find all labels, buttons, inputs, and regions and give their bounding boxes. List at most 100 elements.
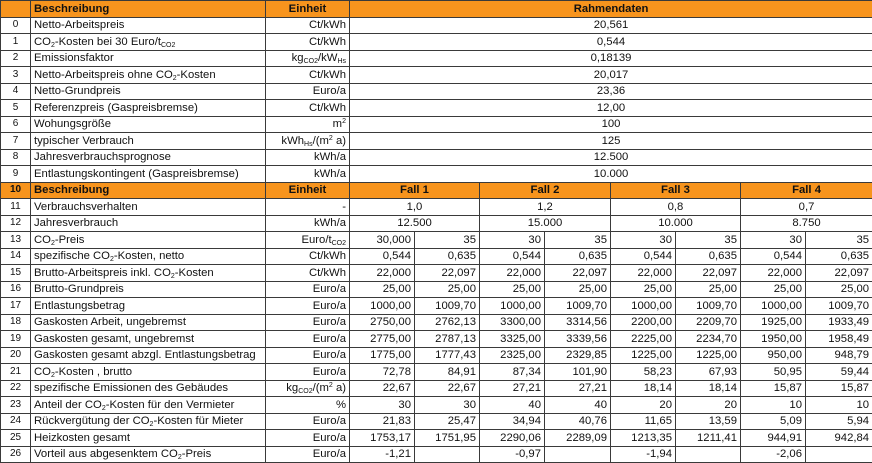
text-part: Ct/kWh [309,36,346,48]
row-unit: Euro/a [266,430,350,447]
detail-value [415,446,480,463]
row-description: typischer Verbrauch [31,133,266,150]
text-part: -Kosten, netto [114,250,184,262]
text-part: kg [286,382,298,394]
text-part: Gaskosten gesamt abzgl. Entlastungsbetra… [34,349,256,361]
index-header [1,1,31,18]
row-description: Entlastungskontingent (Gaspreisbremse) [31,166,266,183]
case-value: 0,8 [611,199,741,216]
text-part: -Preis [55,234,85,246]
row-unit: m2 [266,116,350,133]
detail-value [806,446,872,463]
detail-value: 1000,00 [741,298,806,315]
detail-value: 1950,00 [741,331,806,348]
row-value: 20,561 [350,17,872,34]
text-part: -Kosten [177,69,216,81]
text-part: Emissionsfaktor [34,52,114,64]
row-index: 21 [1,364,31,381]
row-index: 12 [1,215,31,232]
detail-value: 2329,85 [545,347,611,364]
text-part: CO [34,234,51,246]
detail-value: 22,097 [415,265,480,282]
text-part: CO2 [161,42,175,49]
row-index: 16 [1,281,31,298]
row-unit: % [266,397,350,414]
detail-value: 22,67 [350,380,415,397]
row-index: 15 [1,265,31,282]
detail-value: 0,544 [350,248,415,265]
detail-value: 40 [480,397,545,414]
detail-value: 15,87 [806,380,872,397]
text-part: kWh/a [314,168,346,180]
row-description: Rückvergütung der CO2-Kosten für Mieter [31,413,266,430]
detail-value: 22,097 [545,265,611,282]
detail-value: 15,87 [741,380,806,397]
detail-value: 3314,56 [545,314,611,331]
case-value: 0,7 [741,199,872,216]
row-unit: Euro/a [266,446,350,463]
row-index: 19 [1,331,31,348]
header-row: Beschreibung Einheit Rahmendaten [1,1,872,18]
row-description: Heizkosten gesamt [31,430,266,447]
row-value: 20,017 [350,67,872,84]
detail-value: 3325,00 [480,331,545,348]
detail-value: 22,000 [611,265,676,282]
detail-value: 25,00 [741,281,806,298]
detail-value: 34,94 [480,413,545,430]
row-description: Referenzpreis (Gaspreisbremse) [31,100,266,117]
text-part: Ct/kWh [309,69,346,81]
detail-value: 58,23 [611,364,676,381]
text-part: Wohungsgröße [34,118,111,130]
detail-value: 25,00 [350,281,415,298]
text-part: Ct/kWh [309,250,346,262]
detail-value: 2787,13 [415,331,480,348]
detail-value: 950,00 [741,347,806,364]
row-value: 23,36 [350,83,872,100]
detail-value: 2209,70 [676,314,741,331]
text-part: Ct/kWh [309,19,346,31]
detail-value: 59,44 [806,364,872,381]
row-value: 100 [350,116,872,133]
case-header: Fall 2 [480,182,611,199]
text-part: kWh [281,135,304,147]
text-part: -Kosten für den Vermieter [106,399,235,411]
text-part: /(m [313,135,329,147]
text-part: Netto-Arbeitspreis ohne CO [34,69,173,81]
detail-value: -0,97 [480,446,545,463]
detail-value: 942,84 [806,430,872,447]
detail-value: 1213,35 [611,430,676,447]
detail-value: 2200,00 [611,314,676,331]
detail-value: 1925,00 [741,314,806,331]
text-part: a) [333,382,346,394]
detail-value: 25,00 [480,281,545,298]
detail-value: 1000,00 [611,298,676,315]
detail-value: 30 [415,397,480,414]
text-part: Vorteil aus abgesenktem CO [34,448,178,460]
row-description: Vorteil aus abgesenktem CO2-Preis [31,446,266,463]
row-index: 2 [1,50,31,67]
row-description: Brutto-Grundpreis [31,281,266,298]
row-index: 3 [1,67,31,84]
row-index: 18 [1,314,31,331]
row-description: Brutto-Arbeitspreis inkl. CO2-Kosten [31,265,266,282]
text-part: Euro/a [313,85,346,97]
text-part: kWh/a [314,151,346,163]
row-value: 10.000 [350,166,872,183]
row-index: 8 [1,149,31,166]
detail-value: 25,00 [676,281,741,298]
row-unit: Ct/kWh [266,17,350,34]
case-value: 8.750 [741,215,872,232]
detail-value: 1009,70 [676,298,741,315]
detail-value: -1,94 [611,446,676,463]
row-index: 7 [1,133,31,150]
detail-value: 27,21 [480,380,545,397]
detail-value: 10 [741,397,806,414]
